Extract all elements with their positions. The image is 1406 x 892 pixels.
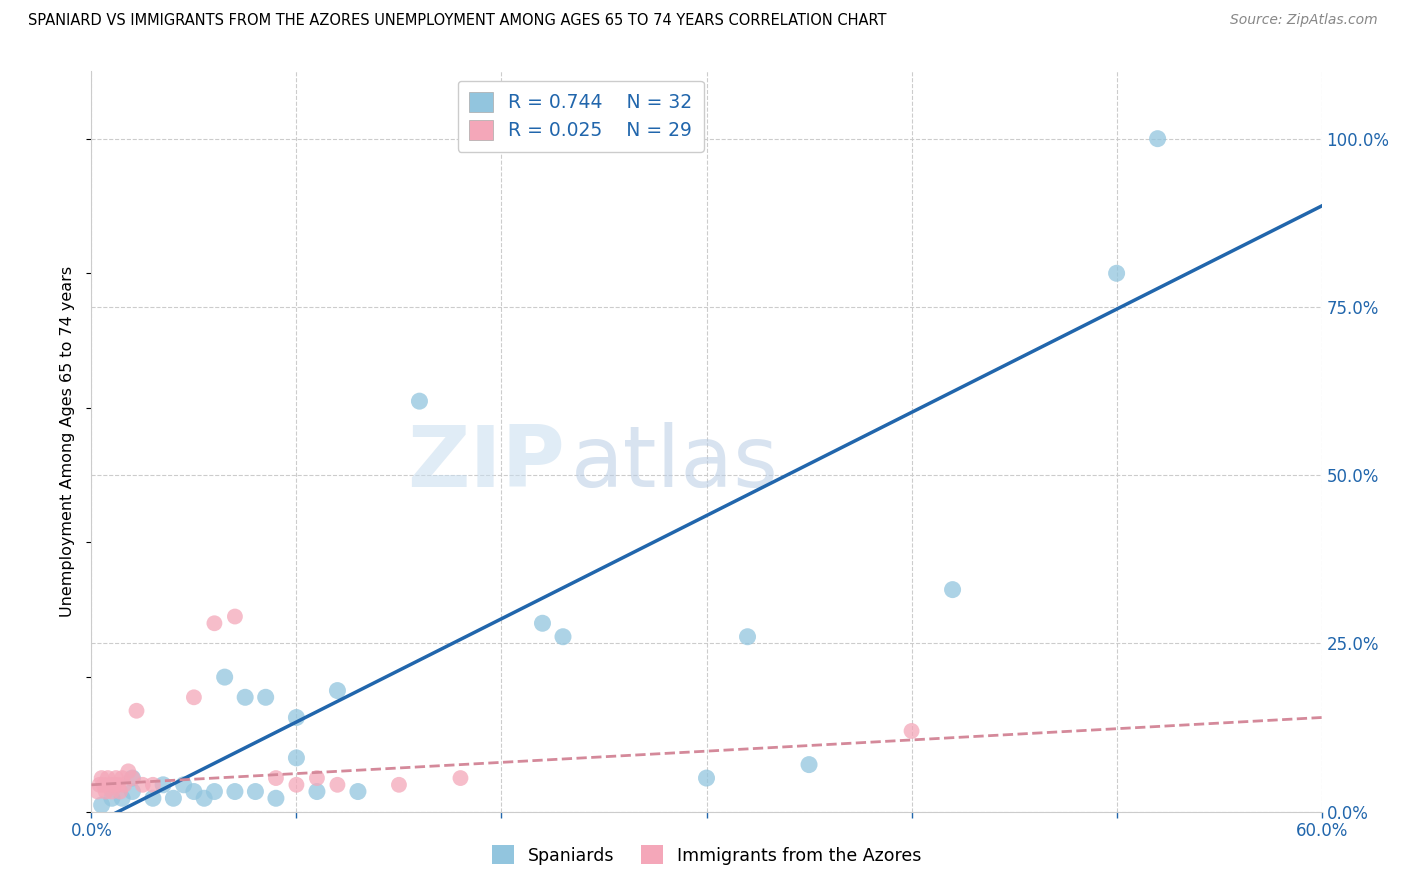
Point: [112, 778, 135, 792]
Point: [101, 784, 124, 798]
Point: [105, 771, 127, 785]
Point: [90, 771, 112, 785]
Point: [107, 778, 129, 792]
Point: [900, 723, 922, 738]
Text: atlas: atlas: [571, 422, 779, 505]
Point: [121, 771, 143, 785]
Point: [89, 778, 111, 792]
Point: [531, 616, 554, 631]
Point: [183, 690, 205, 705]
Point: [942, 582, 965, 597]
Point: [551, 630, 574, 644]
Point: [1105, 266, 1128, 280]
Point: [245, 784, 267, 798]
Point: [152, 778, 174, 792]
Point: [326, 683, 349, 698]
Point: [264, 771, 287, 785]
Point: [737, 630, 759, 644]
Point: [305, 771, 328, 785]
Point: [111, 791, 134, 805]
Point: [224, 784, 246, 798]
Point: [1146, 131, 1168, 145]
Point: [121, 771, 143, 785]
Point: [326, 778, 349, 792]
Text: ZIP: ZIP: [408, 422, 565, 505]
Point: [388, 778, 411, 792]
Point: [285, 778, 308, 792]
Point: [254, 690, 277, 705]
Point: [142, 778, 165, 792]
Point: [94, 784, 117, 798]
Point: [93, 778, 115, 792]
Point: [347, 784, 370, 798]
Point: [202, 616, 225, 631]
Point: [183, 784, 205, 798]
Point: [142, 791, 165, 805]
Point: [117, 764, 139, 779]
Point: [162, 791, 184, 805]
Point: [214, 670, 236, 684]
Point: [98, 778, 121, 792]
Point: [108, 784, 131, 798]
Y-axis label: Unemployment Among Ages 65 to 74 years: Unemployment Among Ages 65 to 74 years: [60, 266, 76, 617]
Point: [305, 784, 328, 798]
Point: [86, 784, 108, 798]
Point: [121, 784, 143, 798]
Text: SPANIARD VS IMMIGRANTS FROM THE AZORES UNEMPLOYMENT AMONG AGES 65 TO 74 YEARS CO: SPANIARD VS IMMIGRANTS FROM THE AZORES U…: [28, 13, 887, 29]
Point: [97, 771, 120, 785]
Point: [285, 710, 308, 724]
Point: [131, 778, 153, 792]
Point: [264, 791, 287, 805]
Point: [125, 704, 148, 718]
Point: [193, 791, 215, 805]
Point: [103, 778, 125, 792]
Point: [173, 778, 195, 792]
Point: [285, 751, 308, 765]
Point: [233, 690, 256, 705]
Point: [101, 791, 124, 805]
Text: Source: ZipAtlas.com: Source: ZipAtlas.com: [1230, 13, 1378, 28]
Point: [449, 771, 471, 785]
Point: [797, 757, 820, 772]
Legend: Spaniards, Immigrants from the Azores: Spaniards, Immigrants from the Azores: [482, 837, 931, 873]
Point: [224, 609, 246, 624]
Point: [90, 797, 112, 812]
Point: [111, 771, 134, 785]
Point: [202, 784, 225, 798]
Point: [408, 394, 430, 409]
Point: [695, 771, 717, 785]
